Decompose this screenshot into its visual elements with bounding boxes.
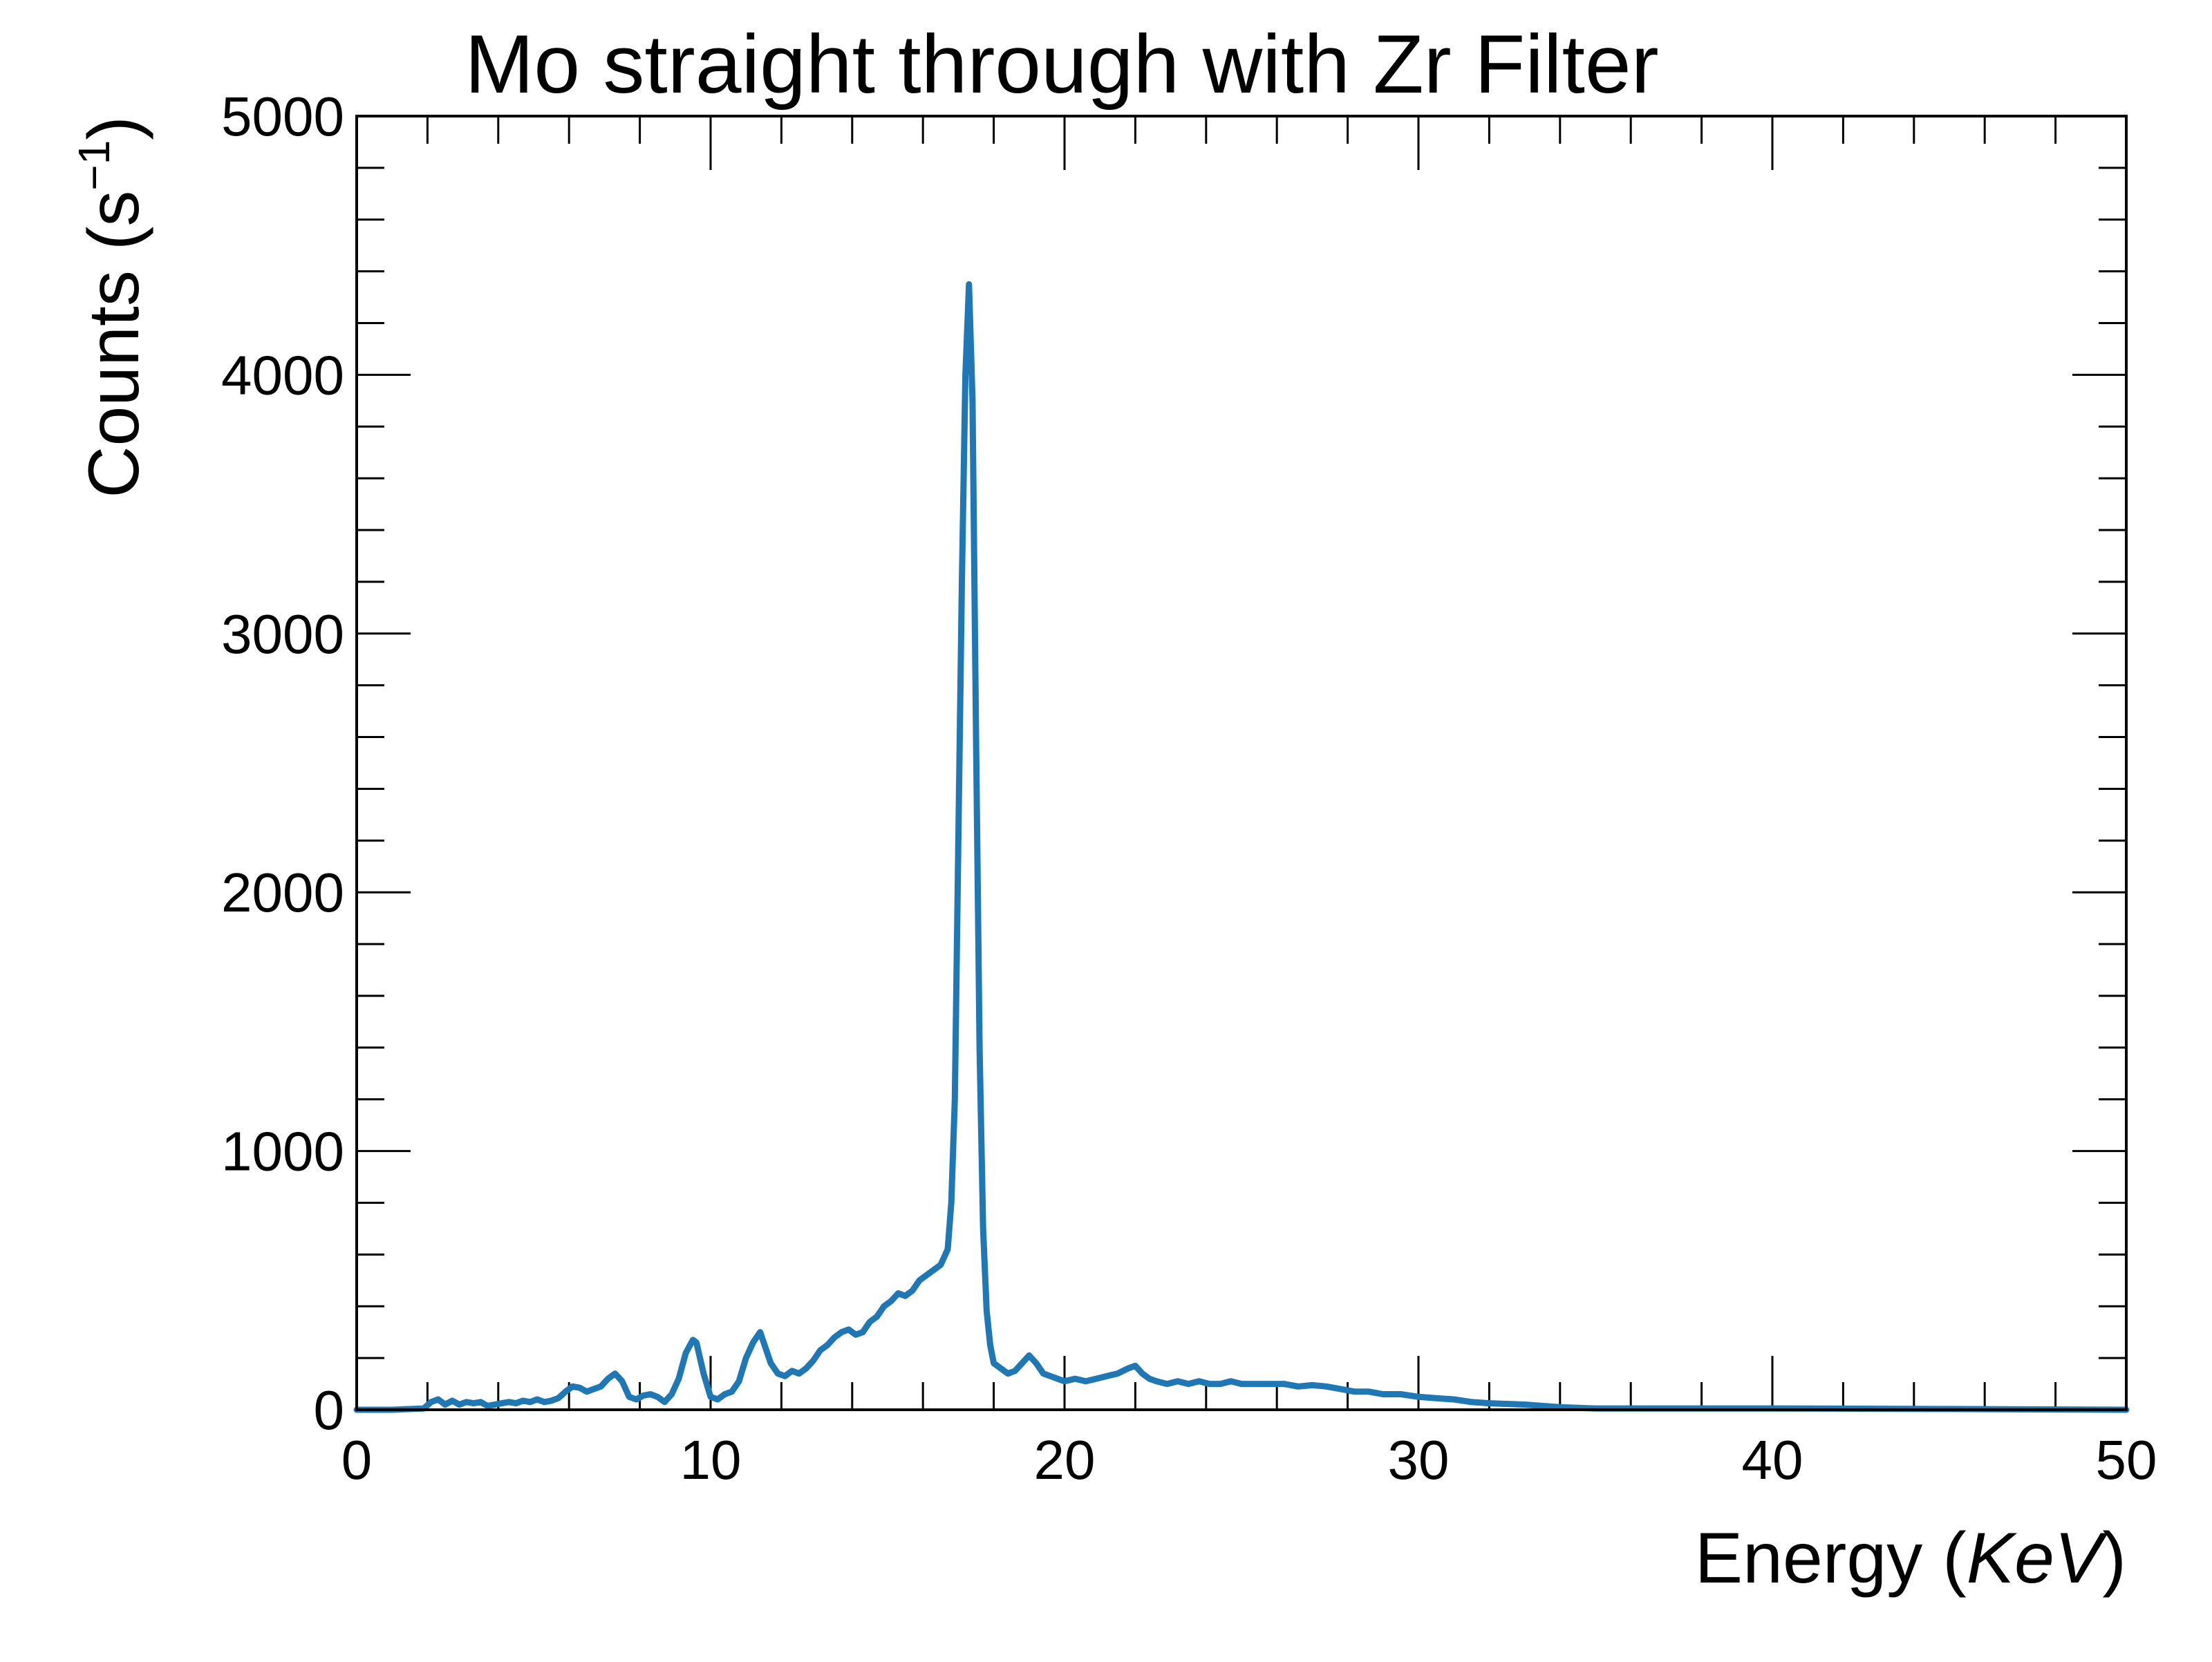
x-tick-label: 0 xyxy=(341,1429,373,1491)
y-tick-label: 4000 xyxy=(221,344,344,406)
x-tick-label: 20 xyxy=(1034,1429,1096,1491)
y-tick-label: 1000 xyxy=(221,1121,344,1182)
x-tick-labels: 0 10 20 30 40 50 xyxy=(341,1429,2157,1491)
plot-frame xyxy=(355,115,2128,1411)
y-axis-label-exponent: −1 xyxy=(69,140,119,191)
x-axis-label-prefix: Energy ( xyxy=(1695,1518,1967,1598)
x-axis-label-suffix: ) xyxy=(2102,1518,2126,1598)
major-ticks xyxy=(355,115,2128,1411)
y-tick-label: 3000 xyxy=(221,603,344,665)
x-tick-label: 40 xyxy=(1742,1429,1803,1491)
x-axis-label: Energy (KeV) xyxy=(1695,1518,2126,1598)
y-axis-label-suffix: ) xyxy=(74,116,154,140)
x-tick-label: 30 xyxy=(1388,1429,1450,1491)
y-tick-label: 2000 xyxy=(221,862,344,923)
chart-title: Mo straight through with Zr Filter xyxy=(465,18,1658,111)
y-axis-label-prefix: Counts (s xyxy=(74,191,154,498)
x-axis-label-unit: KeV xyxy=(1967,1518,2108,1598)
y-tick-label: 0 xyxy=(314,1379,345,1441)
y-tick-labels: 0 1000 2000 3000 4000 5000 xyxy=(221,86,344,1441)
y-axis-label: Counts (s−1) xyxy=(69,116,154,498)
y-tick-label: 5000 xyxy=(221,86,344,147)
minor-ticks xyxy=(357,116,2126,1410)
x-tick-label: 50 xyxy=(2096,1429,2157,1491)
spectrum-line xyxy=(353,281,2130,1413)
x-tick-label: 10 xyxy=(680,1429,742,1491)
